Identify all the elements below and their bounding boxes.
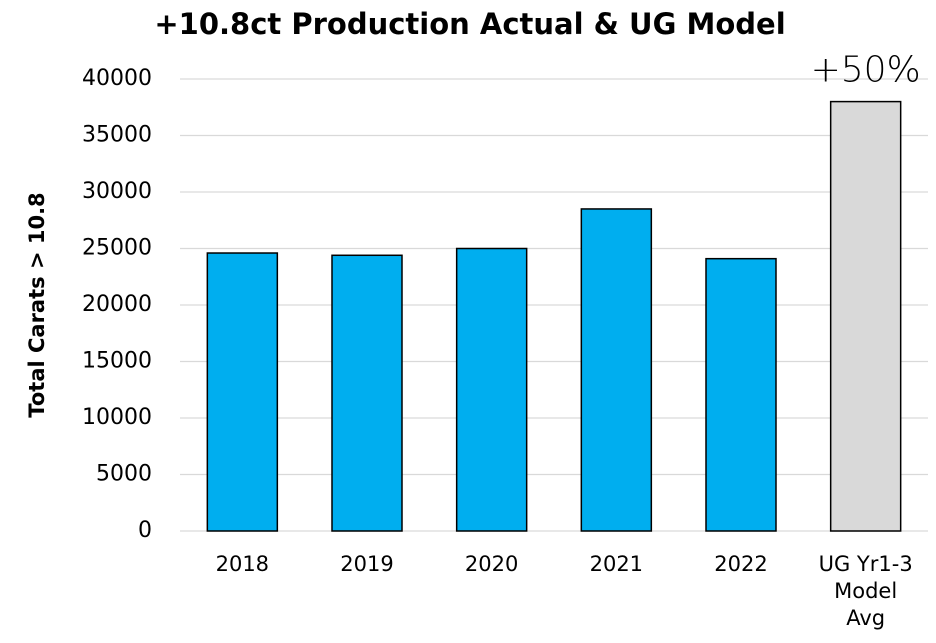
x-tick-label: 2020 (464, 552, 519, 576)
y-tick-label: 5000 (96, 462, 152, 487)
chart-title: +10.8ct Production Actual & UG Model (154, 7, 785, 41)
bar (206, 252, 279, 532)
y-axis-label: Total Carats > 10.8 (25, 192, 49, 417)
bar (705, 257, 777, 532)
bar (829, 100, 902, 532)
y-tick-label: 30000 (82, 179, 152, 204)
x-tick-label: 2018 (215, 552, 270, 576)
y-tick-label: 25000 (82, 236, 152, 261)
bar (331, 254, 403, 532)
y-tick-label: 0 (138, 518, 152, 543)
bar (455, 247, 528, 532)
annotation: +50% (811, 50, 921, 91)
y-tick-label: 10000 (82, 405, 152, 430)
x-tick-label: 2019 (340, 552, 394, 576)
y-tick-label: 40000 (82, 66, 152, 91)
y-tick-label: 20000 (82, 292, 152, 317)
x-tick-label: 2021 (589, 552, 644, 576)
y-tick-label: 15000 (82, 349, 152, 374)
bar (580, 208, 653, 532)
y-tick-label: 35000 (82, 123, 152, 148)
x-tick-label: 2022 (714, 552, 768, 576)
x-tick-label: UG Yr1-3 Model Avg (818, 552, 913, 630)
